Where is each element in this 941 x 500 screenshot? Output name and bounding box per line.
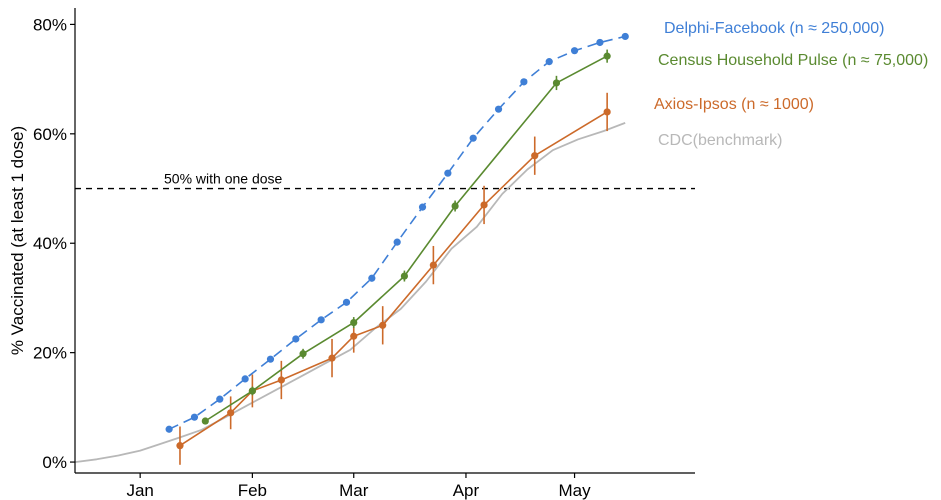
series-line [168,35,626,430]
series-line [204,55,608,422]
plot-area: 50% with one dose [74,32,695,465]
data-point [277,376,285,384]
data-point [241,375,249,383]
data-point [418,203,427,211]
data-point [342,298,351,306]
data-point [350,332,358,340]
y-axis-title: % Vaccinated (at least 1 dose) [8,126,27,355]
data-point [165,425,173,433]
data-point [603,52,611,60]
series-label: Census Household Pulse (n ≈ 75,000) [658,52,928,69]
series-axios-ipsos [176,92,611,465]
data-point [520,78,528,86]
axes: 0% 20% 40% 60% 80% Jan Feb Mar Apr May % Vaccina… [8,8,695,500]
data-point [444,169,452,177]
series-label: Delphi-Facebook (n ≈ 250,000) [664,20,884,37]
x-tick-label: Feb [238,481,267,500]
data-point [216,395,224,403]
data-point [292,335,300,343]
series-line [74,122,626,463]
x-tick-label: May [558,481,591,500]
x-axis-ticks: Jan Feb Mar Apr May [126,473,591,500]
y-tick-label: 0% [42,453,67,472]
y-tick-label: 20% [33,344,67,363]
data-point [299,350,307,358]
data-point [190,413,199,421]
data-point [379,321,387,329]
series-cdc-benchmark [74,122,626,463]
y-tick-label: 40% [33,234,67,253]
data-point [176,442,184,450]
data-point [621,32,629,41]
series-delphi-facebook [165,32,629,433]
data-point [494,105,503,113]
data-point [570,47,579,55]
data-point [545,58,553,66]
data-point [328,354,336,362]
y-axis-ticks: 0% 20% 40% 60% 80% [33,15,75,472]
x-tick-label: Mar [339,481,369,500]
data-point [603,108,611,116]
data-point [400,272,409,280]
data-point [469,134,477,142]
x-tick-label: Apr [453,481,480,500]
data-point [248,387,256,395]
data-point [552,79,561,87]
series-census-household-pulse [201,49,611,425]
data-point [317,316,325,324]
series-label: Axios-Ipsos (n ≈ 1000) [654,96,814,113]
data-point [368,274,376,282]
x-tick-label: Jan [126,481,153,500]
data-point [201,417,209,425]
y-tick-label: 80% [33,15,67,34]
data-point [227,409,235,417]
data-point [266,355,275,363]
data-point [596,38,604,47]
data-point [429,261,437,269]
data-point [451,202,459,210]
data-point [531,152,539,160]
data-point [480,201,488,209]
y-tick-label: 60% [33,125,67,144]
series-label: CDC(benchmark) [658,132,782,149]
data-point [393,238,401,246]
data-point [350,318,358,327]
series-labels: Delphi-Facebook (n ≈ 250,000) Census Hous… [654,20,928,149]
reference-line-label: 50% with one dose [164,171,283,187]
